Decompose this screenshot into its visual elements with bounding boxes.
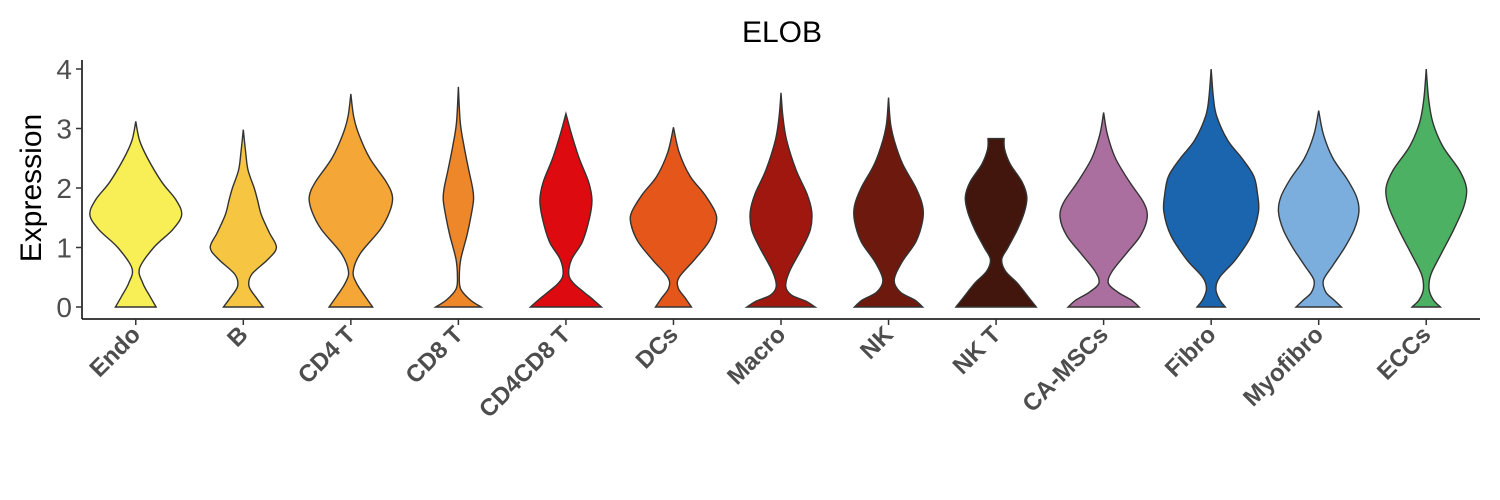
violin-ca-mscs: [1059, 112, 1148, 308]
x-tick-label: CD4 T: [293, 321, 361, 389]
violin-cd8-t: [433, 86, 484, 308]
x-tick-label: Myofibro: [1238, 321, 1329, 412]
y-ticks: 0 1 2 3 4: [56, 54, 82, 323]
x-ticks: Endo B CD4 T CD8 T CD4CD8 T DCs Macro NK NK T CA-…: [85, 319, 1436, 423]
x-tick-label: CD8 T: [401, 321, 469, 389]
x-tick-label: Fibro: [1160, 321, 1222, 383]
x-tick-label: DCs: [631, 321, 684, 374]
violin-macro: [744, 92, 818, 308]
x-tick-label: B: [222, 321, 253, 352]
violin-dcs: [629, 127, 718, 308]
violin-group: [89, 68, 1468, 308]
x-tick-label: CA-MSCs: [1017, 321, 1113, 417]
x-tick-label: NK: [855, 321, 899, 365]
x-tick-label: Endo: [85, 321, 147, 383]
y-tick-label: 2: [56, 173, 72, 204]
violin-nk-t: [954, 137, 1038, 308]
y-tick-label: 4: [56, 54, 72, 85]
y-axis-label: Expression: [15, 114, 48, 262]
violin-cd4cd8-t: [528, 110, 604, 308]
violin-b: [209, 129, 278, 308]
y-tick-label: 3: [56, 114, 72, 145]
x-tick-label: NK T: [948, 321, 1007, 380]
violin-eccs: [1385, 68, 1468, 308]
y-tick-label: 0: [56, 292, 72, 323]
violin-fibro: [1162, 68, 1260, 308]
x-tick-label: ECCs: [1372, 321, 1436, 385]
violin-cd4-t: [308, 93, 394, 308]
chart-title: ELOB: [742, 16, 822, 49]
x-tick-label: Macro: [722, 321, 791, 390]
violin-myofibro: [1277, 110, 1360, 308]
violin-endo: [89, 121, 183, 308]
violin-nk: [852, 97, 925, 308]
y-tick-label: 1: [56, 233, 72, 264]
x-tick-label: CD4CD8 T: [474, 321, 576, 423]
